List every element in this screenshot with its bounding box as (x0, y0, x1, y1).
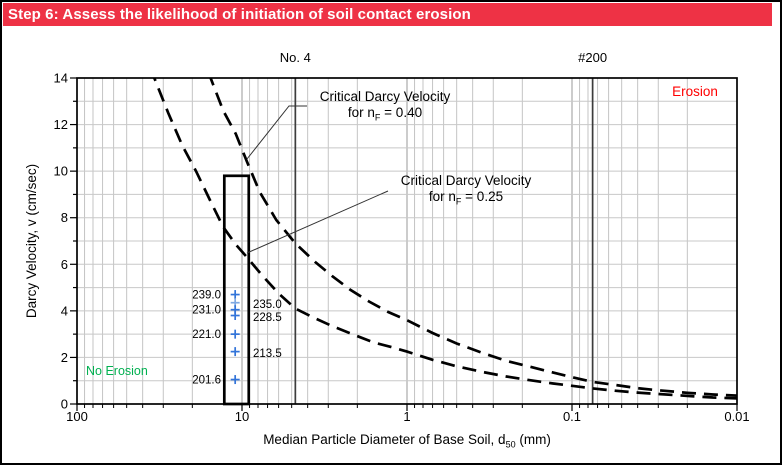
gridlines (77, 78, 737, 404)
station-label: 231.0 (192, 305, 221, 317)
x-tick-label: 100 (66, 409, 88, 424)
annotation-nf-040-line1: Critical Darcy Velocity (319, 89, 451, 104)
critical-velocity-curves (152, 78, 737, 400)
annotation-nf-025: Critical Darcy Velocity for nF = 0.25 (384, 173, 548, 210)
axis-tick-labels: 100 10 1 0.1 0.01 0 2 4 6 8 10 12 14 (54, 71, 750, 425)
y-tick-label: 6 (61, 257, 68, 272)
base-soil-box (222, 174, 251, 406)
x-tick-label: 10 (235, 409, 249, 424)
x-tick-label: 1 (403, 409, 410, 424)
annotation-nf-025-line2: for nF = 0.25 (428, 188, 504, 207)
y-tick-label: 8 (61, 210, 68, 225)
annotation-leaders (246, 105, 389, 254)
x-axis-title: Median Particle Diameter of Base Soil, d… (263, 432, 551, 450)
y-tick-label: 0 (61, 397, 68, 412)
no-erosion-region-label: No Erosion (86, 364, 148, 378)
leader-nf040 (246, 105, 307, 160)
y-axis-title: Darcy Velocity, v (cm/sec) (24, 163, 39, 319)
annotation-nf-040: Critical Darcy Velocity for nF = 0.40 (303, 89, 467, 126)
station-label: 228.5 (253, 312, 282, 324)
step-header-title: Step 6: Assess the likelihood of initiat… (8, 6, 471, 23)
leader-nf025 (246, 190, 389, 254)
y-tick-label: 10 (54, 164, 68, 179)
sieve-label: #200 (578, 50, 607, 65)
y-tick-label: 2 (61, 350, 68, 365)
axis-ticks (70, 77, 738, 411)
y-tick-label: 12 (54, 117, 68, 132)
x-tick-label: 0.1 (563, 409, 581, 424)
sieve-label: No. 4 (280, 50, 311, 65)
base-soil-d50-box (222, 174, 251, 406)
annotation-nf-025-line1: Critical Darcy Velocity (400, 173, 532, 188)
step-header: Step 6: Assess the likelihood of initiat… (3, 3, 772, 26)
x-tick-label: 0.01 (724, 409, 749, 424)
station-label: 221.0 (192, 329, 221, 341)
station-label: 235.0 (253, 299, 282, 311)
erosion-region-label: Erosion (672, 84, 718, 99)
station-points: 239.0 235.0 231.0 228.5 221.0 213.5 201.6 (192, 290, 282, 387)
station-label: 239.0 (192, 290, 221, 302)
annotation-nf-040-line2: for nF = 0.40 (347, 104, 423, 123)
y-tick-label: 4 (61, 303, 68, 318)
sieve-lines: No. 4 #200 (280, 50, 607, 404)
y-tick-label: 14 (54, 71, 68, 86)
critical-velocity-curve-nf040 (209, 78, 737, 397)
station-label: 201.6 (192, 375, 221, 387)
critical-velocity-curve-nf025 (152, 78, 737, 400)
station-label: 213.5 (253, 348, 282, 360)
